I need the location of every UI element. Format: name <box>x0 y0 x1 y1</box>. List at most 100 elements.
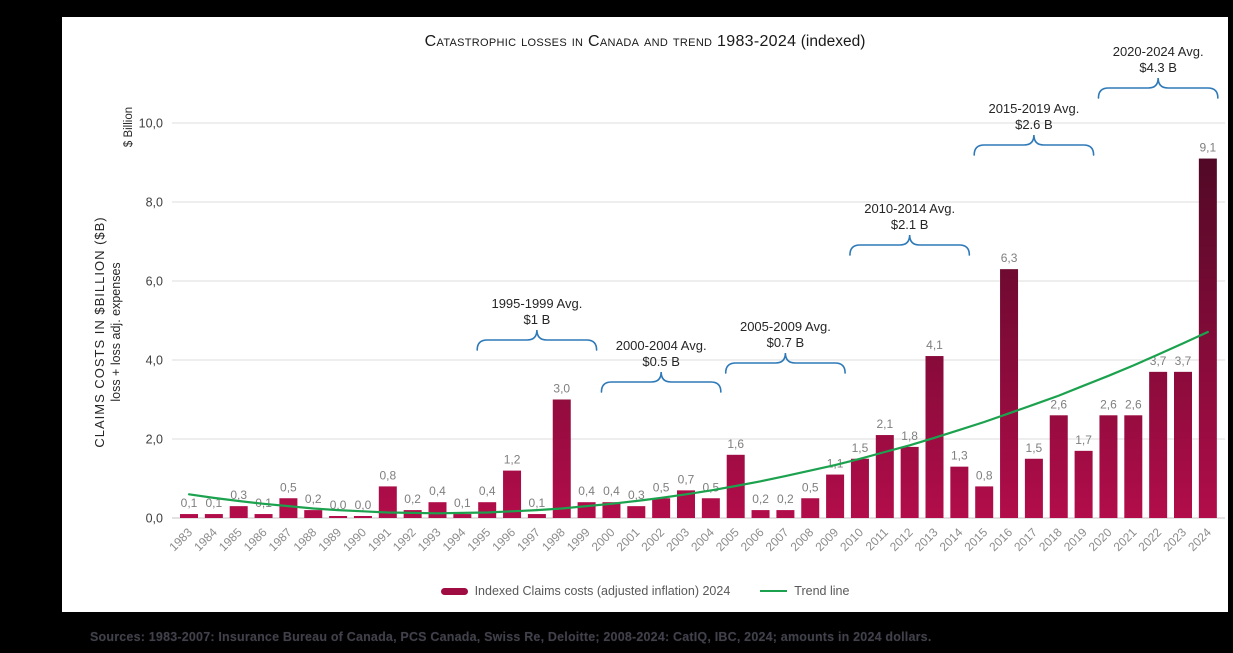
x-axis-label: 1987 <box>266 525 295 554</box>
bar-1985 <box>229 506 248 518</box>
y-axis-title: CLAIMS COSTS IN $BILLION ($B) <box>92 216 107 447</box>
x-axis-label: 2013 <box>912 525 941 554</box>
bar-1995 <box>478 502 497 518</box>
bar-1998 <box>552 399 571 518</box>
x-axis-label: 2010 <box>837 525 866 554</box>
avg-label-amount: $1 B <box>524 312 551 327</box>
y-tick-label: 8,0 <box>146 196 163 210</box>
bar-value-label: 0,7 <box>678 472 695 486</box>
avg-label-amount: $0.7 B <box>767 335 805 350</box>
x-axis-label: 2014 <box>937 525 966 554</box>
trend-line <box>187 330 1209 515</box>
x-axis-label: 2015 <box>962 525 991 554</box>
avg-label-range: 1995-1999 Avg. <box>491 296 582 311</box>
bar-value-label: 0,8 <box>976 468 993 482</box>
bar-2008 <box>801 498 820 518</box>
avg-label-range: 2020-2024 Avg. <box>1113 44 1204 59</box>
chart-title-main: Catastrophic losses in Canada and trend … <box>424 33 797 50</box>
bar-value-label: 0,3 <box>230 488 247 502</box>
x-axis-label: 1998 <box>539 525 568 554</box>
avg-label-range: 2000-2004 Avg. <box>616 338 707 353</box>
bar-2018 <box>1049 415 1068 518</box>
bar-value-label: 2,1 <box>876 417 893 431</box>
x-axis-label: 2011 <box>863 525 891 553</box>
chart-title-suffix: (indexed) <box>800 33 866 50</box>
x-axis-label: 2016 <box>986 525 1015 554</box>
x-axis-label: 1989 <box>315 525 344 554</box>
bar-2012 <box>900 446 919 518</box>
bar-value-label: 4,1 <box>926 338 943 352</box>
bar-2014 <box>950 466 969 518</box>
bar-2024 <box>1198 158 1217 519</box>
bar-1994 <box>453 514 472 518</box>
x-axis-label: 2021 <box>1111 525 1140 554</box>
x-axis-label: 1984 <box>191 525 220 554</box>
bar-1996 <box>503 470 522 518</box>
bar-value-label: 2,6 <box>1125 397 1142 411</box>
bar-value-label: 9,1 <box>1200 141 1217 155</box>
x-axis-label: 1985 <box>216 525 245 554</box>
bar-2017 <box>1024 458 1043 518</box>
bar-value-label: 1,3 <box>951 449 968 463</box>
x-axis-label: 1993 <box>415 525 444 554</box>
x-axis-label: 2005 <box>713 525 742 554</box>
avg-label-range: 2010-2014 Avg. <box>864 201 955 216</box>
bar-2020 <box>1099 415 1118 518</box>
bar-value-label: 1,7 <box>1075 433 1092 447</box>
bar-1997 <box>527 514 546 518</box>
bar-value-label: 0,2 <box>777 492 794 506</box>
bar-value-label: 1,5 <box>1026 441 1043 455</box>
bar-value-label: 1,2 <box>504 453 521 467</box>
chart-title: Catastrophic losses in Canada and trend … <box>62 33 1228 51</box>
x-axis-label: 2017 <box>1011 525 1040 554</box>
bar-value-label: 3,7 <box>1175 354 1192 368</box>
bar-2016 <box>1000 269 1019 518</box>
bar-2015 <box>975 486 994 518</box>
avg-brace <box>973 134 1095 156</box>
x-axis-label: 1991 <box>365 525 394 554</box>
bar-value-label: 0,1 <box>529 496 546 510</box>
x-axis-label: 1986 <box>241 525 270 554</box>
bar-1990 <box>353 516 372 518</box>
x-axis-label: 2001 <box>614 525 643 554</box>
x-axis-label: 1995 <box>465 525 494 554</box>
x-axis-label: 2002 <box>638 525 667 554</box>
avg-label-amount: $2.6 B <box>1015 117 1053 132</box>
x-axis-label: 1994 <box>440 525 469 554</box>
x-axis-label: 1988 <box>291 525 320 554</box>
bar-value-label: 6,3 <box>1001 251 1018 265</box>
x-axis-label: 2023 <box>1160 525 1189 554</box>
x-axis-label: 2018 <box>1036 525 1065 554</box>
bar-value-label: 1,6 <box>727 437 744 451</box>
bar-1989 <box>329 516 348 518</box>
y-tick-label: 4,0 <box>146 354 163 368</box>
x-axis-label: 2003 <box>663 525 692 554</box>
y-tick-label: 2,0 <box>146 433 163 447</box>
bar-2010 <box>850 458 869 518</box>
x-axis-label: 2007 <box>763 525 792 554</box>
y-axis-subtitle: loss + loss adj. expenses <box>109 262 123 401</box>
x-axis-label: 2022 <box>1135 525 1164 554</box>
y-tick-label: 0,0 <box>146 512 163 526</box>
x-axis-label: 1983 <box>166 525 195 554</box>
bar-value-label: 0,5 <box>280 480 297 494</box>
x-axis-label: 2004 <box>688 525 717 554</box>
bar-value-label: 0,4 <box>479 484 496 498</box>
avg-brace <box>600 371 722 393</box>
bar-2000 <box>602 502 621 518</box>
bar-1986 <box>254 514 273 518</box>
x-axis-label: 2009 <box>812 525 841 554</box>
bar-1984 <box>204 514 223 518</box>
bar-value-label: 0,0 <box>330 498 347 512</box>
bar-2002 <box>652 498 671 518</box>
chart-legend: Indexed Claims costs (adjusted inflation… <box>62 584 1228 598</box>
bar-value-label: 0,4 <box>429 484 446 498</box>
avg-brace <box>724 352 846 374</box>
bar-value-label: 0,2 <box>752 492 769 506</box>
bar-value-label: 0,1 <box>181 496 198 510</box>
avg-label-amount: $2.1 B <box>891 217 929 232</box>
bar-value-label: 0,1 <box>454 496 471 510</box>
bar-value-label: 3,0 <box>553 382 570 396</box>
source-text: Sources: 1983-2007: Insurance Bureau of … <box>90 630 932 644</box>
y-tick-label: 6,0 <box>146 275 163 289</box>
